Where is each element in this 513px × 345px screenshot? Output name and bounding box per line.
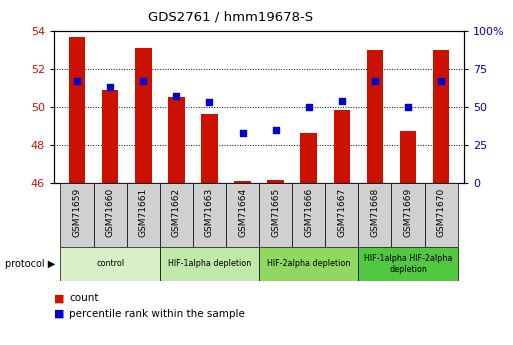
Text: ■: ■ [54,294,64,303]
Text: GSM71660: GSM71660 [106,188,114,237]
Text: GSM71663: GSM71663 [205,188,214,237]
Text: ■: ■ [54,309,64,319]
Bar [193,183,226,247]
Bar [367,50,383,183]
Text: GSM71665: GSM71665 [271,188,280,237]
Bar [301,132,317,183]
Point [437,78,445,84]
Bar [226,183,259,247]
Bar [168,98,185,183]
Point [239,130,247,136]
Bar [160,247,259,281]
Text: GSM71666: GSM71666 [304,188,313,237]
Text: GSM71664: GSM71664 [238,188,247,237]
Point [205,100,213,105]
Bar [61,183,93,247]
Bar [259,183,292,247]
Point [371,78,379,84]
Text: GSM71659: GSM71659 [72,188,82,237]
Bar [160,183,193,247]
Point [338,98,346,104]
Text: control: control [96,259,124,268]
Text: GSM71662: GSM71662 [172,188,181,237]
Text: GSM71668: GSM71668 [370,188,380,237]
Bar [69,37,85,183]
Text: percentile rank within the sample: percentile rank within the sample [69,309,245,319]
Text: GDS2761 / hmm19678-S: GDS2761 / hmm19678-S [148,10,313,23]
Text: GSM71667: GSM71667 [338,188,346,237]
Bar [61,247,160,281]
Bar [425,183,458,247]
Point [305,104,313,110]
Bar [93,183,127,247]
Text: GSM71670: GSM71670 [437,188,446,237]
Bar [102,90,119,183]
Bar [333,110,350,183]
Bar [267,180,284,183]
Point [106,85,114,90]
Bar [259,247,359,281]
Bar [391,183,425,247]
Point [73,78,81,84]
Text: count: count [69,294,99,303]
Bar [433,50,449,183]
Bar [359,247,458,281]
Bar [359,183,391,247]
Text: HIF-1alpha depletion: HIF-1alpha depletion [168,259,251,268]
Point [172,93,181,99]
Text: GSM71661: GSM71661 [139,188,148,237]
Bar [325,183,359,247]
Text: HIF-2alpha depletion: HIF-2alpha depletion [267,259,350,268]
Point [404,104,412,110]
Point [139,78,147,84]
Bar [201,114,218,183]
Bar [234,181,251,183]
Bar [135,48,151,183]
Text: GSM71669: GSM71669 [404,188,412,237]
Bar [127,183,160,247]
Bar [400,131,416,183]
Text: protocol ▶: protocol ▶ [5,259,55,269]
Text: HIF-1alpha HIF-2alpha
depletion: HIF-1alpha HIF-2alpha depletion [364,254,452,274]
Point [271,127,280,132]
Bar [292,183,325,247]
